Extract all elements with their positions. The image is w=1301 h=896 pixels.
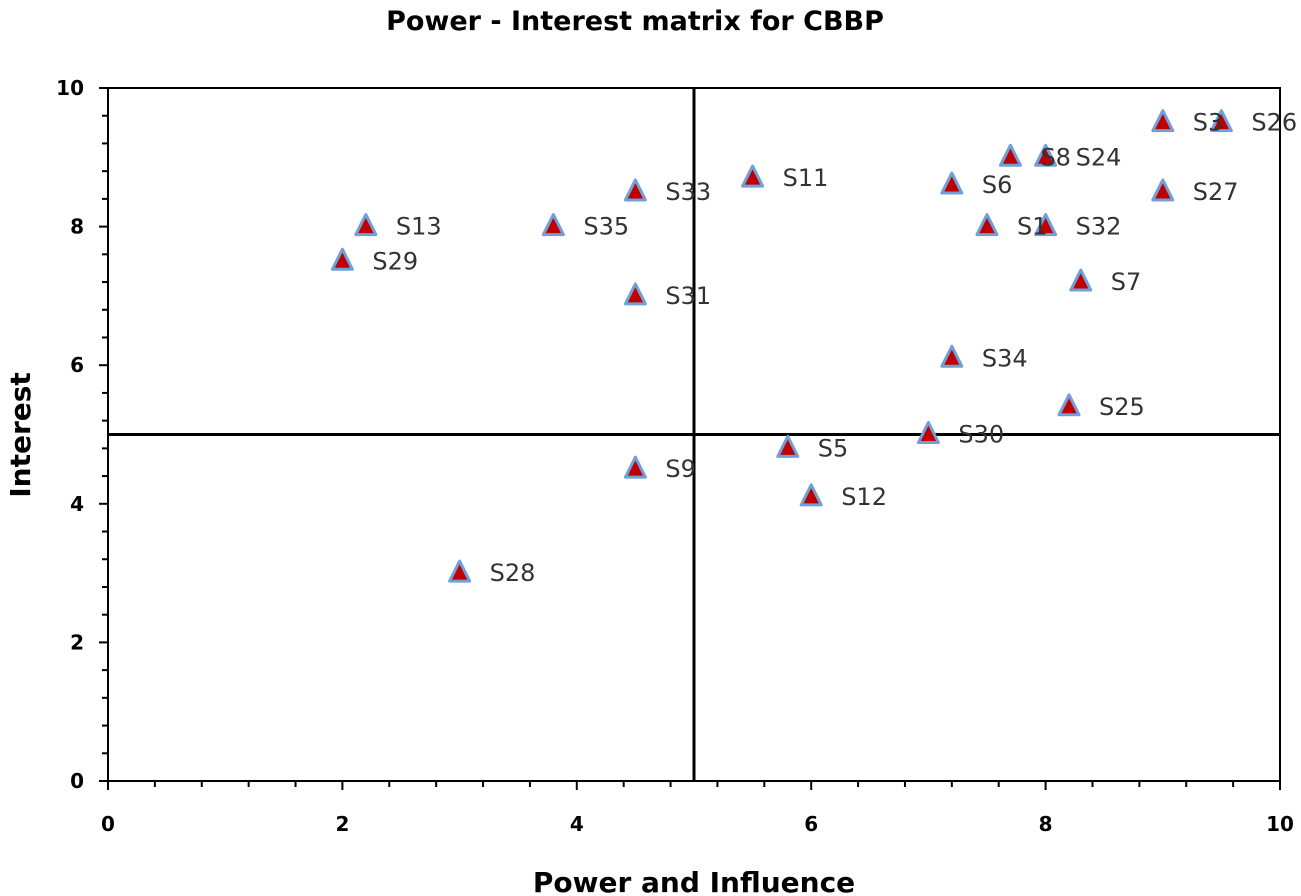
data-label-s25: S25 [1099,393,1145,421]
data-point-s29 [330,247,354,271]
y-tick-label: 6 [70,353,84,377]
data-label-s32: S32 [1076,213,1122,241]
x-tick-label: 10 [1266,812,1294,836]
data-label-s5: S5 [818,434,849,462]
data-label-s31: S31 [665,282,711,310]
data-point-s11 [741,164,765,188]
data-label-s7: S7 [1111,268,1142,296]
y-tick-label: 2 [70,630,84,654]
y-axis-ticks: 0 2 4 6 8 10 [56,76,108,793]
chart-title: Power - Interest matrix for CBBP [386,6,884,37]
x-axis-title: Power and Influence [533,866,855,896]
x-tick-label: 4 [570,812,584,836]
x-tick-label: 6 [804,812,818,836]
data-label-s29: S29 [372,247,418,275]
y-tick-label: 4 [70,492,84,516]
y-tick-label: 10 [56,76,84,100]
data-point-s12 [799,483,823,507]
data-point-s32 [1034,213,1058,237]
quadrant-dividers [108,88,1280,781]
data-point-s13 [354,213,378,237]
x-tick-label: 2 [335,812,349,836]
data-point-s25 [1057,393,1081,417]
data-point-s33 [623,178,647,202]
data-labels: S3 S26 S8 S24 S11 S6 S33 S27 S13 S35 S1 S32 S29 S7 S31… [372,109,1297,587]
data-label-s1: S1 [1017,213,1048,241]
data-point-s1 [975,213,999,237]
data-point-s31 [623,282,647,306]
data-point-s35 [541,213,565,237]
data-label-s33: S33 [665,178,711,206]
data-point-s34 [940,344,964,368]
data-label-s12: S12 [841,483,887,511]
data-label-s3: S3 [1193,109,1224,137]
data-label-s11: S11 [783,164,829,192]
data-label-s9: S9 [665,455,696,483]
data-label-s34: S34 [982,344,1028,372]
data-point-s9 [623,455,647,479]
data-label-s13: S13 [396,213,442,241]
data-label-s35: S35 [583,213,629,241]
data-point-s26 [1209,109,1233,133]
x-tick-label: 8 [1039,812,1053,836]
x-tick-label: 0 [101,812,115,836]
data-label-s26: S26 [1251,109,1297,137]
data-label-s28: S28 [490,559,536,587]
y-axis-title: Interest [4,372,37,498]
data-points [330,109,1233,583]
data-label-s6: S6 [982,171,1013,199]
y-tick-label: 8 [70,215,84,239]
y-tick-label: 0 [70,769,84,793]
data-point-s24 [1034,143,1058,167]
data-point-s8 [998,143,1022,167]
data-point-s28 [448,559,472,583]
data-point-s3 [1151,109,1175,133]
data-point-s30 [916,421,940,444]
x-axis-ticks: 0 2 4 6 8 10 [101,781,1294,836]
data-label-s8: S8 [1040,143,1071,171]
data-point-s5 [776,434,800,458]
data-label-s27: S27 [1193,178,1239,206]
data-point-s27 [1151,178,1175,202]
data-point-s6 [940,171,964,195]
data-label-s24: S24 [1076,143,1122,171]
data-label-s30: S30 [958,421,1004,449]
data-point-s7 [1069,268,1093,292]
